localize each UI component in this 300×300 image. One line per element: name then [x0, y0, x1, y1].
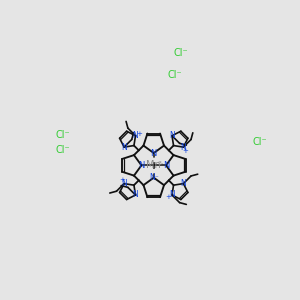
Text: Mn: Mn: [146, 160, 161, 170]
Text: N: N: [151, 148, 157, 158]
Text: 3-: 3-: [158, 161, 164, 166]
Text: +: +: [136, 131, 142, 137]
Text: N: N: [121, 179, 127, 188]
Text: Cl⁻: Cl⁻: [168, 70, 182, 80]
Text: +: +: [166, 194, 172, 200]
Text: Cl⁻: Cl⁻: [173, 48, 188, 58]
Text: N: N: [121, 142, 127, 152]
Text: N: N: [181, 142, 186, 152]
Text: N: N: [138, 161, 145, 170]
Text: N: N: [169, 131, 175, 140]
Text: N: N: [133, 131, 138, 140]
Text: +: +: [119, 177, 125, 183]
Text: Cl⁻: Cl⁻: [55, 130, 70, 140]
Text: Cl⁻: Cl⁻: [55, 145, 70, 155]
Text: N⁻: N⁻: [149, 173, 159, 182]
Text: N: N: [163, 161, 169, 170]
Text: N: N: [133, 190, 138, 200]
Text: +: +: [182, 148, 188, 154]
Text: N: N: [181, 179, 186, 188]
Text: Cl⁻: Cl⁻: [252, 137, 267, 147]
Text: N: N: [169, 190, 175, 200]
